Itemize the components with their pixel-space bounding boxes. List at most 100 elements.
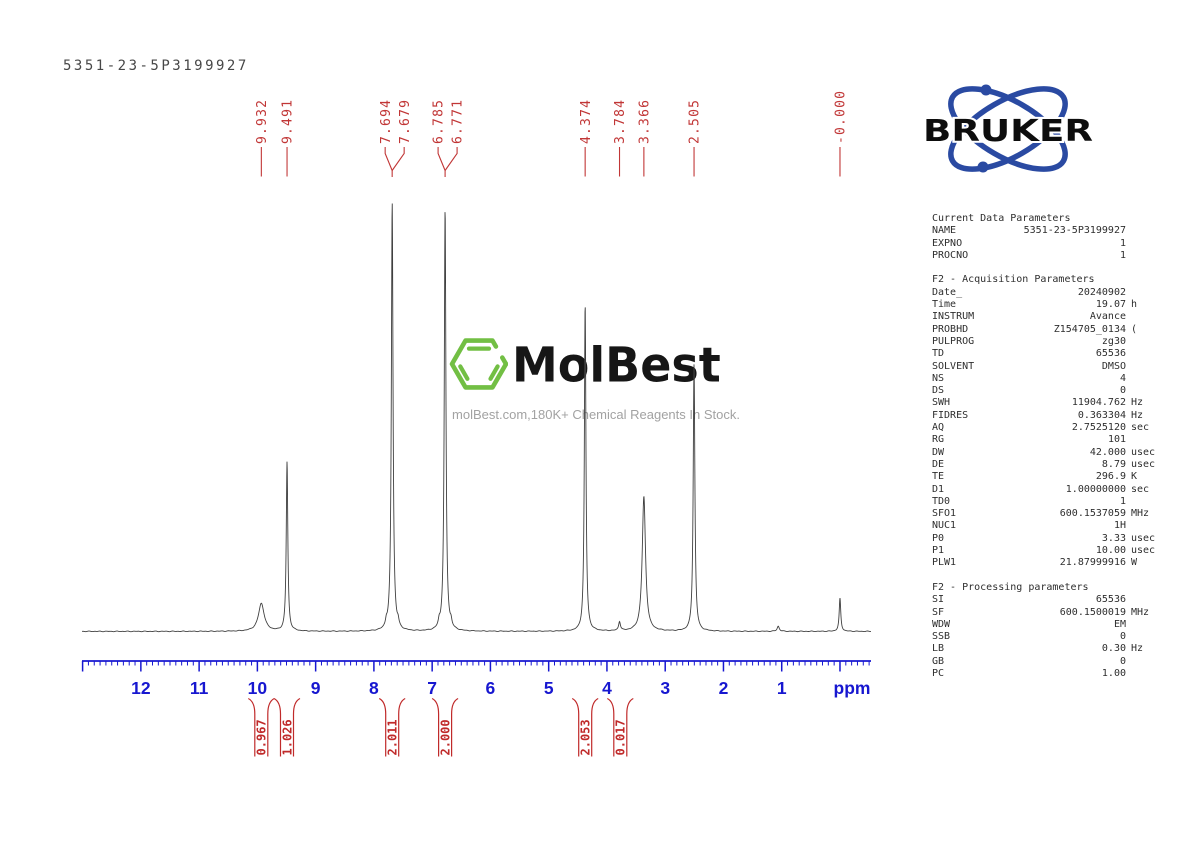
param-name: LB: [932, 643, 945, 655]
param-name: INSTRUM: [932, 311, 975, 323]
param-name: PC: [932, 667, 945, 679]
param-value: 296.9: [1095, 471, 1126, 483]
param-row: SF 600.1500019 MHz: [932, 607, 1164, 619]
peak-label: 7.694: [379, 99, 394, 144]
param-value: 1: [1119, 495, 1126, 507]
param-gap: [932, 262, 1164, 274]
param-name: SWH: [932, 397, 951, 409]
param-unit: [1126, 348, 1164, 360]
param-unit: [1126, 361, 1164, 373]
param-row: PLW1 21.87999916 W: [932, 557, 1164, 569]
param-unit: h: [1131, 299, 1138, 311]
param-unit: usec: [1131, 545, 1156, 557]
molbest-wordmark: MolBest: [512, 336, 721, 394]
param-value: 3.33: [1101, 532, 1126, 544]
param-name: SI: [932, 594, 945, 606]
integral-value: 0.017: [614, 719, 628, 755]
param-name: FIDRES: [932, 409, 969, 421]
param-unit: usec: [1131, 458, 1156, 470]
param-row: SFO1 600.1537059 MHz: [932, 508, 1164, 520]
param-name: WDW: [932, 618, 951, 630]
param-value: 1: [1119, 249, 1126, 261]
param-unit: [1126, 385, 1164, 397]
molbest-watermark: MolBest molBest.com,180K+ Chemical Reage…: [446, 336, 746, 422]
param-name: PROCNO: [932, 249, 969, 261]
molbest-hexagon-icon: [449, 338, 508, 390]
integral-bracket: [591, 697, 599, 757]
axis-unit-label: ppm: [834, 678, 871, 698]
param-row: EXPNO 1: [932, 238, 1164, 250]
param-row: RG 101: [932, 434, 1164, 446]
param-name: TD: [932, 348, 945, 360]
param-value: 10.00: [1095, 545, 1126, 557]
param-value: 2.7525120: [1071, 422, 1126, 434]
param-value: Z154705_0134: [1053, 323, 1126, 335]
param-row: AQ 2.7525120 sec: [932, 422, 1164, 434]
param-value: 600.1500019: [1059, 606, 1126, 618]
param-value: EM: [1113, 618, 1126, 630]
param-unit: W: [1131, 557, 1138, 569]
integral-value: 1.026: [280, 719, 294, 755]
integral-bracket: [626, 697, 634, 757]
orbit-dot-bottom: [977, 161, 989, 173]
param-row: FIDRES 0.363304 Hz: [932, 410, 1164, 422]
integral-value: 2.000: [438, 719, 452, 755]
param-unit: [1126, 434, 1164, 446]
param-unit: [1126, 373, 1164, 385]
integral-bracket: [292, 697, 301, 757]
param-unit: usec: [1131, 446, 1156, 458]
param-unit: sec: [1131, 483, 1150, 495]
param-row: NAME 5351-23-5P3199927: [932, 225, 1164, 237]
param-name: P0: [932, 532, 945, 544]
param-unit: [1126, 311, 1164, 323]
param-value: 1.00: [1101, 667, 1126, 679]
param-row: DW 42.000 usec: [932, 447, 1164, 459]
param-name: Time: [932, 299, 957, 311]
param-row: INSTRUM Avance: [932, 311, 1164, 323]
param-section-header: F2 - Acquisition Parameters: [932, 274, 1095, 286]
axis-tick-label: 1: [777, 678, 787, 698]
parameter-panel: Current Data Parameters NAME 5351-23-5P319…: [932, 213, 1164, 680]
param-unit: Hz: [1131, 409, 1144, 421]
integral-bracket: [248, 697, 256, 757]
param-unit: [1126, 336, 1164, 348]
peak-label-connector: [437, 147, 446, 171]
param-value: Avance: [1089, 311, 1126, 323]
peak-label: 6.771: [451, 99, 466, 144]
param-value: 20240902: [1077, 286, 1126, 298]
peak-label: -0.000: [834, 90, 849, 144]
param-value: 21.87999916: [1059, 557, 1126, 569]
param-row: WDW EM: [932, 619, 1164, 631]
param-row: Time 19.07 h: [932, 299, 1164, 311]
param-row: TE 296.9 K: [932, 471, 1164, 483]
peak-label: 6.785: [432, 99, 447, 144]
integral-value: 2.011: [386, 719, 400, 755]
param-row: SSB 0: [932, 631, 1164, 643]
peak-label-connector: [384, 147, 393, 171]
param-row: SWH 11904.762 Hz: [932, 397, 1164, 409]
peak-labels-layer: 9.932 9.491 4.374 3.784 3.366 2.505 -0.000 7.69…: [255, 90, 849, 177]
param-name: DW: [932, 446, 945, 458]
param-row: SI 65536: [932, 594, 1164, 606]
param-name: NUC1: [932, 520, 957, 532]
param-row: PROCNO 1: [932, 250, 1164, 262]
param-row: D1 1.00000000 sec: [932, 484, 1164, 496]
param-unit: [1126, 238, 1164, 250]
param-value: 65536: [1095, 348, 1126, 360]
integral-bracket: [451, 697, 459, 757]
param-name: EXPNO: [932, 237, 963, 249]
param-row: SOLVENT DMSO: [932, 361, 1164, 373]
param-unit: MHz: [1131, 606, 1150, 618]
param-unit: [1126, 594, 1164, 606]
param-value: 5351-23-5P3199927: [1023, 225, 1126, 237]
peak-label: 3.366: [638, 99, 653, 144]
param-unit: [1126, 520, 1164, 532]
integral-bracket: [431, 697, 440, 757]
bruker-orbits-icon: [948, 84, 1068, 173]
param-unit: usec: [1131, 532, 1156, 544]
param-value: 600.1537059: [1059, 508, 1126, 520]
axis-tick-label: 8: [369, 678, 379, 698]
axis-tick-label: 7: [427, 678, 437, 698]
param-row: LB 0.30 Hz: [932, 643, 1164, 655]
